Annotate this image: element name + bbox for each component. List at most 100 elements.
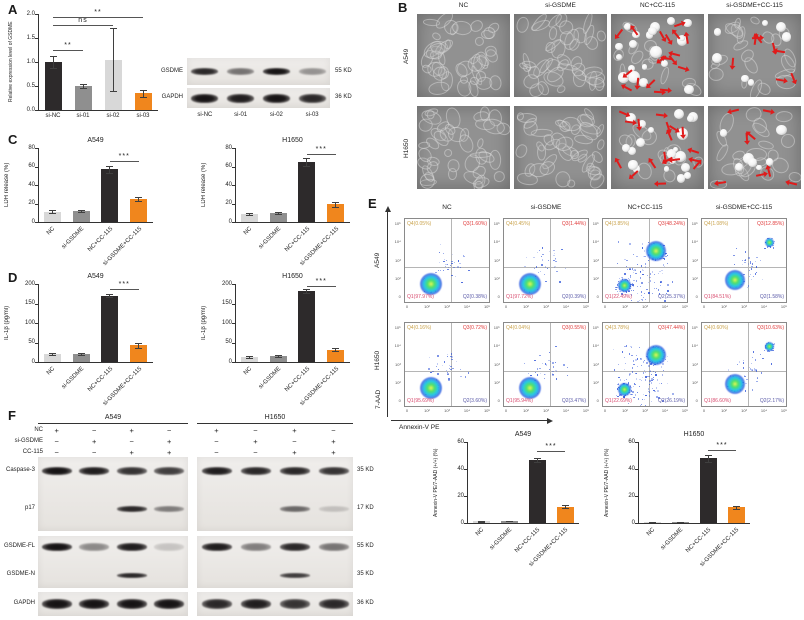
scatter-dot	[657, 390, 659, 392]
scatter-dot	[647, 281, 650, 283]
quadrant-label-q1: Q1(97.72%)	[506, 294, 533, 300]
scatter-dot	[437, 373, 439, 375]
quadrant-line	[550, 219, 552, 302]
y-axis-line	[387, 212, 388, 417]
scatter-dot	[554, 257, 556, 260]
quadrant-line	[603, 370, 687, 372]
y-tick	[35, 86, 38, 87]
scatter-dot	[632, 271, 635, 273]
scatter-dot	[667, 290, 669, 292]
flow-row-label: A549	[374, 252, 381, 268]
scatter-dot	[630, 386, 633, 389]
scatter-dot	[665, 253, 667, 255]
scatter-dot	[742, 362, 745, 364]
protein-band	[298, 68, 326, 75]
y-tick-label: 60	[28, 163, 35, 169]
lane-label: si-02	[269, 112, 283, 118]
scatter-dot	[635, 270, 637, 272]
flow-y-tick-label: 10⁴	[691, 239, 698, 245]
scatter-dot	[762, 279, 764, 281]
quadrant-label-q4: Q4(0.16%)	[407, 325, 432, 331]
error-cap	[274, 355, 282, 357]
scatter-dot	[612, 348, 614, 350]
scatter-dot	[535, 266, 537, 268]
protein-band	[240, 542, 271, 551]
scatter-dot	[629, 276, 632, 278]
scatter-dot	[648, 392, 650, 394]
scatter-dot	[621, 277, 623, 279]
y-tick-label: 100	[24, 319, 35, 326]
x-axis	[38, 110, 158, 111]
scatter-dot	[636, 378, 638, 380]
y-axis	[467, 442, 468, 523]
scatter-dot	[637, 292, 639, 295]
pyroptotic-balloon-cell	[641, 64, 647, 70]
y-tick	[35, 303, 38, 305]
scatter-dot	[737, 363, 739, 366]
ldh-release-chart-a549: A549 LDH release (%) 0 20 40 60 80 NC si-GSDME NC…	[4, 134, 163, 267]
flow-x-tick-label: 10²	[523, 408, 530, 414]
scatter-dot	[632, 393, 634, 396]
scatter-dot	[624, 258, 626, 261]
y-tick-label: 60	[457, 438, 464, 445]
scatter-dot	[626, 268, 628, 271]
significance-label: ***	[545, 443, 557, 451]
scatter-dot	[615, 289, 617, 291]
quadrant-line	[649, 323, 651, 406]
scatter-dot	[733, 255, 735, 257]
quadrant-label-q1: Q1(84.51%)	[704, 294, 731, 300]
flow-column-title: si-GSDME	[530, 204, 562, 211]
protein-band	[116, 542, 147, 551]
quadrant-line	[504, 370, 588, 372]
protein-band	[318, 505, 349, 512]
scatter-dot	[629, 384, 632, 387]
condition-value: −	[92, 425, 97, 435]
scatter-dot	[636, 263, 639, 265]
protein-band	[41, 599, 72, 609]
scatter-dot	[744, 375, 746, 377]
scatter-dot	[448, 368, 450, 370]
scatter-dot	[741, 259, 744, 262]
scatter-dot	[445, 263, 447, 266]
scatter-dot	[639, 299, 641, 302]
protein-band	[154, 505, 185, 512]
flow-y-tick-label: 10²	[593, 276, 599, 282]
error-cap	[139, 89, 147, 91]
scatter-dot	[642, 376, 644, 378]
blot-strip-GSDME	[187, 58, 330, 85]
scatter-dot	[639, 277, 642, 279]
scatter-dot	[742, 367, 744, 369]
scatter-dot	[543, 274, 545, 276]
gsdme-knockdown-western-blot: GSDME 55 KD GAPDH 36 KD si-NC si-01 si-02 si-03	[150, 55, 400, 125]
scatter-dot	[657, 289, 659, 291]
protein-band	[79, 467, 110, 476]
scatter-dot	[455, 361, 457, 363]
annexin-positive-chart-a549: A549 Annexin-V PE/7-AAD (+/+) (%) 0 20 40 60 N…	[433, 430, 587, 568]
scatter-dot	[658, 397, 660, 399]
scatter-dot	[755, 369, 757, 371]
y-tick-label: 50	[28, 339, 35, 345]
y-axis-label: Annexin-V PE/7-AAD (+/+) (%)	[604, 448, 610, 517]
scatter-dot	[663, 258, 665, 260]
significance-label: **	[64, 42, 72, 49]
scatter-dot	[772, 247, 775, 249]
y-tick	[635, 523, 638, 524]
y-tick-label: 200	[221, 280, 232, 287]
condition-value: −	[253, 425, 258, 435]
scatter-dot	[632, 284, 634, 286]
scatter-dot	[631, 354, 633, 357]
error-bar	[112, 28, 114, 91]
lane-label: si-03	[305, 112, 319, 118]
quadrant-line	[451, 323, 453, 406]
scatter-dot	[445, 369, 448, 371]
y-tick-label: 150	[221, 300, 232, 306]
protein-band	[298, 93, 326, 103]
flow-y-tick-label: 0	[695, 294, 698, 300]
quadrant-label-q3: Q3(47.44%)	[658, 325, 685, 331]
scatter-dot	[660, 284, 662, 286]
chart-title: A549	[514, 431, 532, 438]
scatter-dot	[640, 291, 643, 293]
flow-x-tick-label: 0	[604, 304, 607, 310]
y-tick-label: 0	[228, 358, 232, 365]
